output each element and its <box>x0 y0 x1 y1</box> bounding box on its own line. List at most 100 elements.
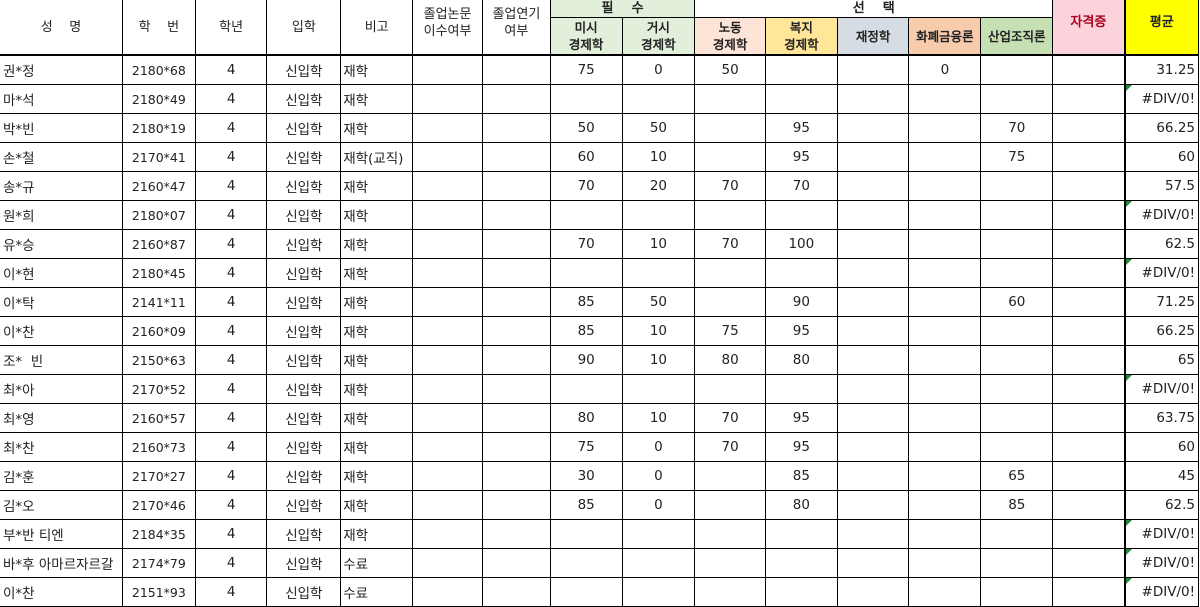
cell-note[interactable]: 재학 <box>340 461 414 491</box>
cell-score-monetary[interactable] <box>908 316 982 346</box>
header-average[interactable]: 평균 <box>1123 0 1199 56</box>
cell-score-micro[interactable]: 30 <box>549 461 623 491</box>
cell-score-public-finance[interactable] <box>836 461 910 491</box>
cell-thesis[interactable] <box>412 519 483 549</box>
cell-score-micro[interactable]: 85 <box>549 316 623 346</box>
cell-score-macro[interactable]: 0 <box>621 432 696 462</box>
cell-score-welfare[interactable]: 95 <box>765 432 838 462</box>
cell-score-labor[interactable] <box>694 519 766 549</box>
cell-score-labor[interactable]: 70 <box>694 432 766 462</box>
cell-note[interactable]: 재학(교직) <box>340 142 414 172</box>
cell-grade[interactable]: 4 <box>194 113 268 143</box>
cell-score-industrial[interactable] <box>980 84 1054 114</box>
cell-score-micro[interactable] <box>549 258 623 288</box>
cell-score-micro[interactable]: 50 <box>549 113 623 143</box>
cell-note[interactable]: 재학 <box>340 374 414 404</box>
cell-name[interactable]: 이*찬 <box>0 577 123 607</box>
cell-score-labor[interactable] <box>694 548 766 578</box>
cell-score-micro[interactable]: 60 <box>549 142 623 172</box>
cell-admission[interactable]: 신입학 <box>266 142 342 172</box>
cell-certificate[interactable] <box>1052 548 1125 578</box>
cell-admission[interactable]: 신입학 <box>266 432 342 462</box>
header-macro[interactable]: 거시 경제학 <box>621 17 696 56</box>
cell-thesis[interactable] <box>412 113 483 143</box>
cell-score-micro[interactable]: 75 <box>549 432 623 462</box>
cell-score-macro[interactable]: 10 <box>621 316 696 346</box>
cell-score-macro[interactable] <box>621 519 696 549</box>
cell-score-monetary[interactable] <box>908 84 982 114</box>
cell-score-public-finance[interactable] <box>836 374 910 404</box>
cell-score-public-finance[interactable] <box>836 548 910 578</box>
cell-score-industrial[interactable]: 70 <box>980 113 1054 143</box>
cell-name[interactable]: 유*승 <box>0 229 123 259</box>
cell-score-public-finance[interactable] <box>836 403 910 433</box>
cell-score-welfare[interactable] <box>765 548 838 578</box>
cell-note[interactable]: 재학 <box>340 403 414 433</box>
cell-score-industrial[interactable]: 60 <box>980 287 1054 317</box>
cell-score-welfare[interactable] <box>765 577 838 607</box>
cell-student-id[interactable]: 2184*35 <box>121 519 196 549</box>
cell-note[interactable]: 재학 <box>340 229 414 259</box>
cell-score-welfare[interactable]: 80 <box>765 345 838 375</box>
header-monetary[interactable]: 화폐금융론 <box>908 17 982 56</box>
cell-name[interactable]: 김*오 <box>0 490 123 520</box>
cell-student-id[interactable]: 2160*09 <box>121 316 196 346</box>
cell-student-id[interactable]: 2170*41 <box>121 142 196 172</box>
cell-certificate[interactable] <box>1052 432 1125 462</box>
cell-score-public-finance[interactable] <box>836 577 910 607</box>
cell-score-public-finance[interactable] <box>836 345 910 375</box>
cell-average[interactable]: 31.25 <box>1123 54 1199 85</box>
cell-note[interactable]: 재학 <box>340 432 414 462</box>
cell-score-industrial[interactable] <box>980 229 1054 259</box>
cell-average[interactable]: 60 <box>1123 142 1199 172</box>
cell-grade[interactable]: 4 <box>194 577 268 607</box>
cell-grade[interactable]: 4 <box>194 432 268 462</box>
cell-score-monetary[interactable] <box>908 519 982 549</box>
cell-admission[interactable]: 신입학 <box>266 84 342 114</box>
cell-average[interactable]: 63.75 <box>1123 403 1199 433</box>
cell-name[interactable]: 바*후 아마르자르갈 <box>0 548 123 578</box>
cell-score-monetary[interactable]: 0 <box>908 54 982 85</box>
cell-thesis[interactable] <box>412 54 483 85</box>
cell-score-monetary[interactable] <box>908 548 982 578</box>
cell-student-id[interactable]: 2180*19 <box>121 113 196 143</box>
cell-score-micro[interactable]: 70 <box>549 229 623 259</box>
cell-grade[interactable]: 4 <box>194 316 268 346</box>
cell-note[interactable]: 재학 <box>340 54 414 85</box>
cell-defer[interactable] <box>481 316 551 346</box>
cell-grade[interactable]: 4 <box>194 490 268 520</box>
cell-certificate[interactable] <box>1052 461 1125 491</box>
cell-student-id[interactable]: 2180*07 <box>121 200 196 230</box>
cell-score-micro[interactable] <box>549 577 623 607</box>
header-public-finance[interactable]: 재정학 <box>836 17 910 56</box>
cell-score-labor[interactable] <box>694 461 766 491</box>
cell-score-labor[interactable]: 80 <box>694 345 766 375</box>
cell-score-macro[interactable]: 0 <box>621 54 696 85</box>
cell-grade[interactable]: 4 <box>194 142 268 172</box>
cell-score-macro[interactable] <box>621 374 696 404</box>
cell-admission[interactable]: 신입학 <box>266 113 342 143</box>
cell-defer[interactable] <box>481 142 551 172</box>
cell-score-macro[interactable] <box>621 258 696 288</box>
cell-average[interactable]: 62.5 <box>1123 490 1199 520</box>
cell-name[interactable]: 원*희 <box>0 200 123 230</box>
cell-admission[interactable]: 신입학 <box>266 316 342 346</box>
cell-score-monetary[interactable] <box>908 229 982 259</box>
cell-grade[interactable]: 4 <box>194 200 268 230</box>
cell-grade[interactable]: 4 <box>194 229 268 259</box>
cell-note[interactable]: 재학 <box>340 490 414 520</box>
header-industrial[interactable]: 산업조직론 <box>980 17 1054 56</box>
cell-score-industrial[interactable] <box>980 403 1054 433</box>
cell-score-welfare[interactable]: 95 <box>765 316 838 346</box>
cell-score-micro[interactable] <box>549 84 623 114</box>
cell-score-macro[interactable]: 10 <box>621 142 696 172</box>
header-required-group[interactable]: 필 수 <box>549 0 696 18</box>
cell-score-welfare[interactable] <box>765 54 838 85</box>
cell-name[interactable]: 최*아 <box>0 374 123 404</box>
cell-thesis[interactable] <box>412 345 483 375</box>
cell-score-labor[interactable] <box>694 142 766 172</box>
cell-student-id[interactable]: 2160*57 <box>121 403 196 433</box>
cell-average[interactable]: #DIV/0! <box>1123 200 1199 230</box>
cell-score-industrial[interactable] <box>980 200 1054 230</box>
cell-score-macro[interactable]: 10 <box>621 403 696 433</box>
